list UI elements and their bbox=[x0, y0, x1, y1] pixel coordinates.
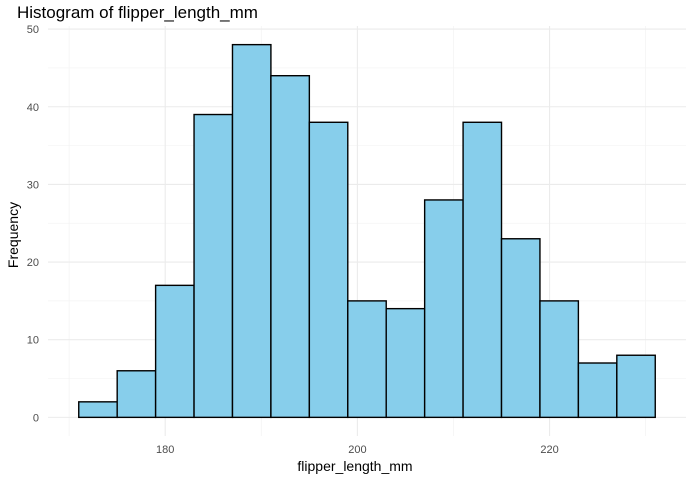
chart-title: Histogram of flipper_length_mm bbox=[17, 3, 258, 22]
histogram-bar bbox=[347, 300, 387, 419]
histogram-bar bbox=[154, 284, 195, 419]
x-axis-tick-labels: 180 200 220 bbox=[156, 444, 559, 456]
histogram-bar bbox=[539, 300, 580, 419]
histogram-bars bbox=[78, 43, 656, 419]
histogram-bar bbox=[116, 370, 157, 419]
histogram-bar bbox=[308, 121, 349, 419]
histogram-bar bbox=[577, 362, 618, 419]
y-axis-tick-labels: 0 10 20 30 40 50 bbox=[27, 24, 39, 424]
x-tick-label: 180 bbox=[156, 444, 174, 456]
y-tick-label: 40 bbox=[27, 102, 39, 114]
y-tick-label: 20 bbox=[27, 257, 39, 269]
histogram-bar bbox=[270, 74, 311, 419]
histogram-bar bbox=[231, 43, 272, 419]
histogram-bar bbox=[616, 354, 656, 419]
y-tick-label: 10 bbox=[27, 335, 39, 347]
y-tick-label: 30 bbox=[27, 179, 39, 191]
y-axis-title: Frequency bbox=[5, 202, 21, 268]
histogram-bar bbox=[500, 238, 541, 419]
histogram-bar bbox=[193, 113, 234, 419]
y-tick-label: 0 bbox=[33, 412, 39, 424]
histogram-bar bbox=[385, 307, 426, 419]
histogram-bar bbox=[78, 401, 118, 419]
histogram-bar bbox=[423, 199, 464, 419]
y-tick-label: 50 bbox=[27, 24, 39, 36]
histogram-bar bbox=[462, 121, 503, 419]
x-axis-title: flipper_length_mm bbox=[297, 458, 412, 474]
x-tick-label: 220 bbox=[540, 444, 558, 456]
x-tick-label: 200 bbox=[348, 444, 366, 456]
grid-lines bbox=[48, 26, 686, 436]
